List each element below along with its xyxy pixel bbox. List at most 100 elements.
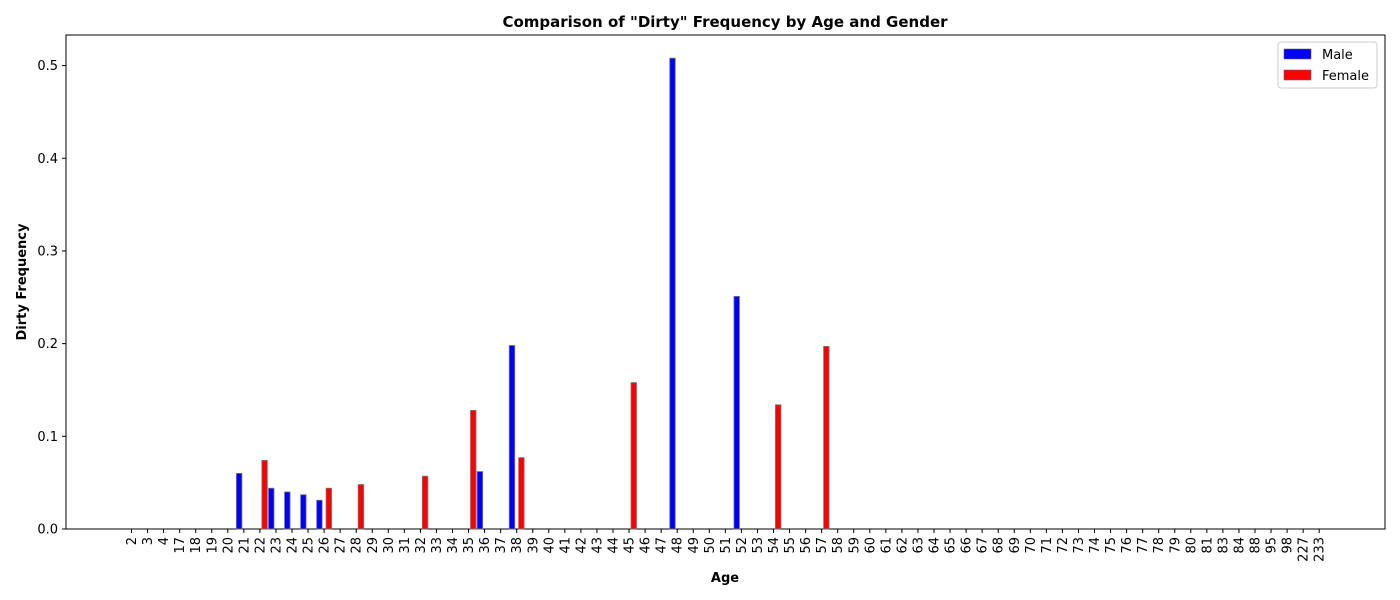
x-tick-label: 32	[414, 537, 429, 554]
x-tick-label: 51	[719, 537, 734, 554]
y-axis-label: Dirty Frequency	[15, 223, 30, 340]
x-tick-label: 56	[799, 537, 814, 554]
x-tick-label: 37	[494, 537, 509, 554]
x-tick-label: 45	[623, 537, 638, 554]
bar-male-25	[300, 494, 307, 530]
x-tick-label: 25	[302, 537, 317, 554]
x-tick-label: 84	[1232, 537, 1247, 554]
x-tick-label: 33	[430, 537, 445, 554]
legend-swatch-male	[1283, 48, 1312, 60]
legend: Male Female	[1277, 41, 1378, 89]
bar-female-26	[325, 487, 332, 530]
x-tick-label: 63	[911, 537, 926, 554]
bar-male-24	[284, 491, 291, 530]
x-tick-label: 34	[446, 537, 461, 554]
x-tick-label: 69	[1008, 537, 1023, 554]
x-tick-label: 44	[607, 537, 622, 554]
x-tick-label: 28	[350, 537, 365, 554]
x-tick-label: 22	[253, 537, 268, 554]
bar-female-57	[823, 346, 830, 530]
x-tick-label: 81	[1200, 537, 1215, 554]
x-tick-label: 80	[1184, 537, 1199, 554]
x-tick-label: 24	[286, 537, 301, 554]
bar-male-48	[669, 57, 676, 530]
x-tick-label: 88	[1249, 537, 1264, 554]
x-tick-label: 29	[366, 537, 381, 554]
x-tick-label: 65	[944, 537, 959, 554]
y-tick-label: 0.1	[37, 430, 58, 445]
x-tick-label: 41	[558, 537, 573, 554]
x-tick-label: 46	[639, 537, 654, 554]
x-tick-label: 70	[1024, 537, 1039, 554]
y-axis: 0.0 0.1 0.2 0.3 0.4 0.5	[37, 59, 66, 538]
x-tick-label: 67	[976, 537, 991, 554]
x-axis-label: Age	[711, 571, 739, 586]
x-tick-label: 227	[1297, 537, 1312, 562]
bar-female-38	[518, 457, 525, 530]
bars-group	[235, 57, 830, 530]
x-tick-label: 79	[1168, 537, 1183, 554]
x-tick-label: 53	[751, 537, 766, 554]
bar-female-28	[357, 484, 365, 530]
x-tick-label: 20	[221, 537, 236, 554]
x-tick-label: 19	[205, 537, 220, 554]
x-tick-label: 39	[526, 537, 541, 554]
x-tick-label: 18	[189, 537, 204, 554]
x-tick-label: 83	[1216, 537, 1231, 554]
x-tick-label: 64	[928, 537, 943, 554]
x-tick-label: 35	[462, 537, 477, 554]
x-tick-label: 68	[992, 537, 1007, 554]
x-tick-label: 26	[318, 537, 333, 554]
x-tick-label: 74	[1088, 537, 1103, 554]
x-tick-label: 17	[173, 537, 188, 554]
x-tick-label: 42	[574, 537, 589, 554]
x-tick-label: 23	[269, 537, 284, 554]
x-tick-label: 43	[590, 537, 605, 554]
y-tick-label: 0.4	[37, 152, 58, 167]
legend-label-female: Female	[1322, 69, 1369, 84]
x-tick-label: 95	[1265, 537, 1280, 554]
bar-male-36	[476, 471, 484, 530]
x-tick-label: 60	[863, 537, 878, 554]
bar-female-54	[775, 404, 782, 530]
x-tick-label: 3	[141, 537, 156, 545]
bar-female-32	[421, 475, 429, 530]
x-tick-label: 73	[1072, 537, 1087, 554]
x-axis: 2 3 4 17 18 19 20 21 22 23 24 25 26 27 28 29 30 31 32 33 34 3…	[125, 529, 1328, 562]
x-tick-label: 75	[1104, 537, 1119, 554]
chart-title: Comparison of "Dirty" Frequency by Age a…	[502, 13, 948, 31]
bar-male-38	[508, 345, 516, 530]
bar-male-26	[316, 499, 323, 530]
x-tick-label: 49	[687, 537, 702, 554]
x-tick-label: 57	[815, 537, 830, 554]
x-tick-label: 71	[1040, 537, 1055, 554]
bar-female-35	[470, 409, 477, 530]
bar-female-45	[630, 382, 637, 530]
x-tick-label: 31	[398, 537, 413, 554]
x-tick-label: 58	[831, 537, 846, 554]
bar-female-22	[261, 460, 268, 530]
x-tick-label: 36	[478, 537, 493, 554]
x-tick-label: 78	[1152, 537, 1167, 554]
x-tick-label: 47	[655, 537, 670, 554]
x-tick-label: 61	[879, 537, 894, 554]
bar-male-23	[268, 487, 275, 530]
legend-label-male: Male	[1322, 48, 1353, 63]
x-tick-label: 52	[735, 537, 750, 554]
x-tick-label: 40	[542, 537, 557, 554]
x-tick-label: 233	[1313, 537, 1328, 562]
x-tick-label: 59	[847, 537, 862, 554]
x-tick-label: 77	[1136, 537, 1151, 554]
bar-male-52	[733, 295, 740, 530]
legend-swatch-female	[1283, 69, 1312, 81]
y-tick-label: 0.5	[37, 59, 58, 74]
x-tick-label: 38	[510, 537, 525, 554]
x-tick-label: 4	[157, 537, 172, 545]
y-tick-label: 0.0	[37, 523, 58, 538]
y-tick-label: 0.2	[37, 337, 58, 352]
x-tick-label: 72	[1056, 537, 1071, 554]
x-tick-label: 48	[671, 537, 686, 554]
x-tick-label: 98	[1281, 537, 1296, 554]
x-tick-label: 55	[783, 537, 798, 554]
